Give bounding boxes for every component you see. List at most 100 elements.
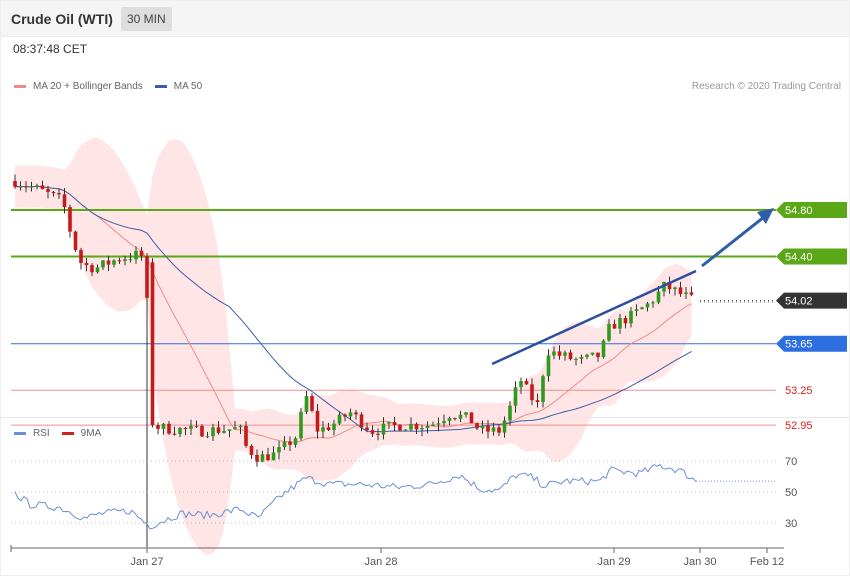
- candle: [354, 409, 358, 420]
- candle-body: [348, 412, 353, 417]
- candle: [271, 446, 276, 461]
- candle: [205, 431, 210, 439]
- legend-swatch-ma20: [14, 85, 26, 88]
- candle-body: [480, 425, 485, 429]
- candle-body: [359, 414, 364, 428]
- candle-body: [183, 428, 188, 430]
- candle: [414, 422, 419, 435]
- candle-body: [172, 433, 177, 435]
- candle: [139, 247, 144, 261]
- candle-body: [684, 292, 688, 294]
- legend-item-9ma: 9MA: [61, 428, 101, 439]
- candle: [238, 424, 243, 435]
- candle: [365, 422, 369, 433]
- candle: [475, 422, 479, 431]
- candle-body: [282, 441, 287, 448]
- candle: [678, 281, 683, 297]
- candle: [310, 393, 314, 413]
- candle: [392, 416, 397, 432]
- candle-body: [46, 189, 50, 192]
- legend-item-rsi: RSI: [14, 428, 50, 439]
- legend-label-ma50: MA 50: [173, 81, 203, 92]
- candle-body: [84, 262, 89, 266]
- candle: [194, 420, 199, 428]
- candle-body: [678, 287, 683, 294]
- candle-body: [266, 454, 270, 461]
- candle-body: [310, 396, 314, 411]
- candle-body: [409, 423, 413, 430]
- candle-body: [458, 414, 463, 419]
- legend-item-ma20: MA 20 + Bollinger Bands: [14, 81, 143, 92]
- candle: [640, 306, 644, 310]
- candle: [216, 421, 221, 435]
- candle: [112, 259, 116, 268]
- candle-body: [101, 260, 105, 268]
- candle-body: [354, 412, 358, 415]
- legend-swatch-9ma: [61, 432, 74, 435]
- candle: [233, 420, 237, 430]
- candle-body: [513, 387, 518, 406]
- candle-body: [563, 352, 567, 356]
- candle: [106, 255, 111, 272]
- candle-body: [618, 317, 622, 329]
- candle: [519, 377, 523, 394]
- candle: [447, 416, 452, 426]
- main-legend: MA 20 + Bollinger Bands MA 50: [14, 81, 214, 92]
- candle: [524, 378, 529, 385]
- candle: [222, 424, 226, 434]
- candle-body: [612, 323, 617, 329]
- candle: [200, 424, 204, 437]
- candle: [618, 313, 622, 334]
- credit-text: Research © 2020 Trading Central: [691, 81, 841, 92]
- candle: [68, 204, 72, 238]
- candle: [530, 378, 534, 406]
- level-tag-54.40: [776, 248, 847, 265]
- candle: [117, 257, 122, 264]
- instrument-title: Crude Oil (WTI): [11, 11, 113, 27]
- candle: [13, 174, 17, 189]
- candle-body: [321, 427, 325, 432]
- candle-body: [288, 441, 292, 445]
- candle-body: [227, 429, 232, 431]
- chart-header: Crude Oil (WTI) 30 MIN: [0, 0, 850, 37]
- candle-body: [623, 317, 628, 324]
- candle: [244, 421, 248, 448]
- candle-body: [167, 423, 171, 434]
- candle: [288, 436, 292, 451]
- candle: [348, 408, 353, 420]
- candle: [469, 412, 474, 424]
- candle: [249, 444, 254, 459]
- candle-body: [255, 454, 259, 462]
- candle: [673, 286, 677, 296]
- candle: [546, 349, 551, 382]
- candle: [651, 300, 655, 308]
- candle-body: [337, 414, 342, 424]
- candle-body: [557, 351, 562, 356]
- timeframe-badge[interactable]: 30 MIN: [121, 7, 172, 31]
- candle-body: [24, 186, 28, 188]
- candle: [123, 255, 127, 266]
- candle: [497, 424, 501, 437]
- candle: [552, 346, 556, 360]
- candle: [513, 381, 518, 413]
- candle-body: [62, 194, 67, 208]
- candle: [282, 436, 287, 450]
- candle-body: [590, 352, 595, 355]
- candle: [458, 410, 463, 423]
- candle-body: [249, 445, 254, 455]
- candle-body: [343, 414, 347, 417]
- candle-body: [106, 260, 111, 265]
- legend-swatch-rsi: [14, 432, 26, 435]
- candle-body: [634, 309, 639, 311]
- candle-body: [233, 427, 237, 430]
- candle: [24, 181, 28, 193]
- x-tick-label: Feb 12: [750, 556, 784, 568]
- candle: [376, 428, 380, 441]
- candle-body: [453, 418, 457, 420]
- candle: [150, 258, 155, 428]
- candle-body: [277, 447, 281, 453]
- candle: [453, 417, 457, 421]
- candle-body: [579, 356, 584, 359]
- candle: [332, 419, 336, 436]
